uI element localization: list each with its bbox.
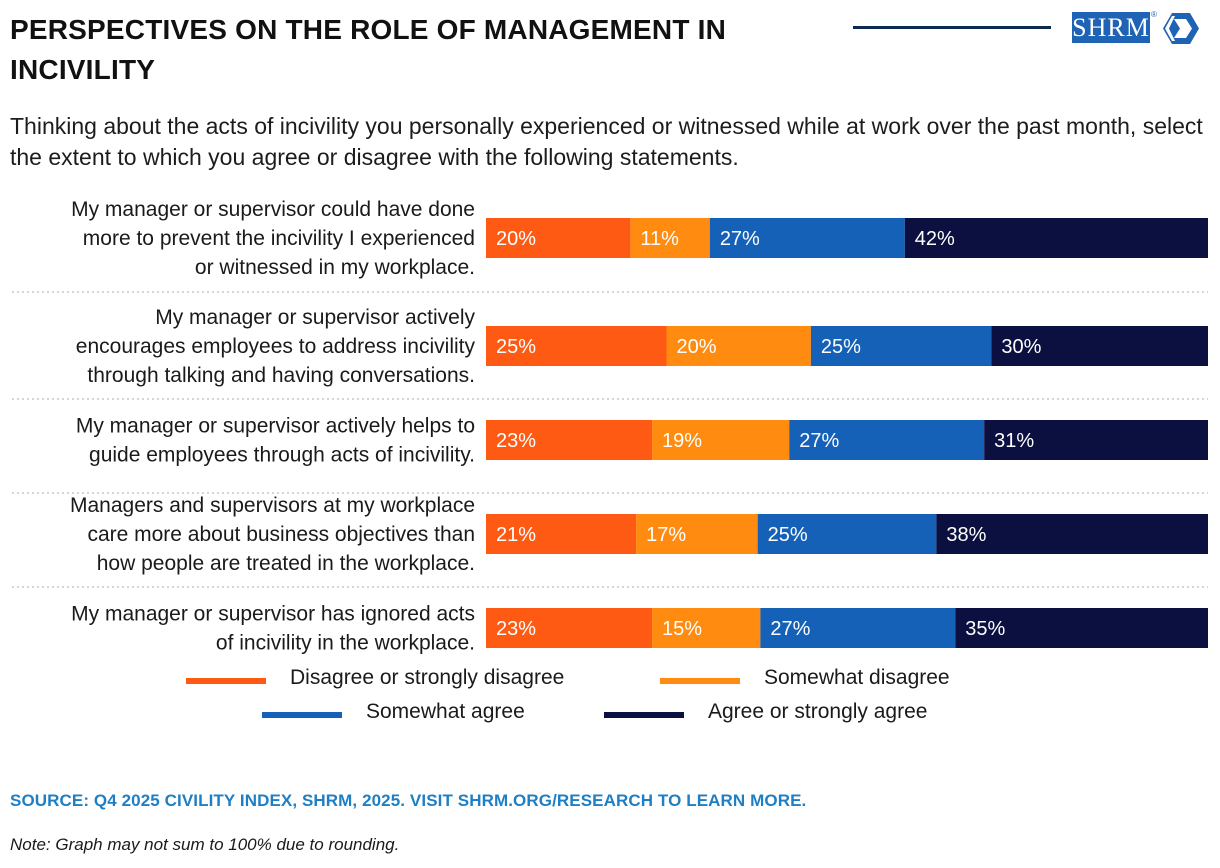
legend-swatch [186,678,266,684]
bar-segment [991,326,1208,366]
category-label: or witnessed in my workplace. [195,256,475,279]
category-label: encourages employees to address incivili… [76,335,476,358]
data-label: 11% [640,228,679,250]
source-note[interactable]: SOURCE: Q4 2025 CIVILITY INDEX, SHRM, 20… [10,791,807,810]
data-label: 27% [799,430,839,452]
bar-segment [486,326,667,366]
data-label: 27% [770,618,810,640]
bar-segment [709,218,905,258]
data-label: 25% [821,336,861,358]
bar-segment [636,514,758,554]
shrm-logo[interactable]: SHRM ® [1072,10,1202,45]
bar-segment [652,420,790,460]
category-label: through talking and having conversations… [87,364,475,387]
chart-subtitle: Thinking about the acts of incivility yo… [10,113,1203,170]
data-label: 21% [496,524,536,546]
data-label: 42% [915,228,955,250]
data-label: 23% [496,618,536,640]
data-label: 19% [662,430,702,452]
category-label: guide employees through acts of incivili… [89,444,475,467]
data-label: 15% [662,618,702,640]
logo-registered-mark: ® [1151,10,1157,19]
bar-segment [984,420,1208,460]
bar-segment [955,608,1208,648]
bar-segment [789,420,985,460]
bar-segment [666,326,811,366]
chart-title: PERSPECTIVES ON THE ROLE OF MANAGEMENT I… [10,14,727,85]
data-label: 30% [1001,336,1041,358]
legend-swatch [660,678,740,684]
bar-segment [486,514,637,554]
bar-segment [904,218,1208,258]
bar-segment [652,608,761,648]
bar-segment [486,608,653,648]
data-label: 35% [965,618,1005,640]
legend-swatch [604,712,684,718]
data-label: 38% [946,524,986,546]
bar-segment [760,608,956,648]
stacked-bar-chart: My manager or supervisor could have done… [12,198,1208,655]
category-label: My manager or supervisor actively helps … [76,415,475,438]
bar-segment [936,514,1208,554]
data-label: 25% [496,336,536,358]
legend-label: Somewhat disagree [764,666,950,689]
data-label: 25% [768,524,808,546]
bar-segment [486,218,631,258]
legend-label: Disagree or strongly disagree [290,666,565,689]
legend-swatch [262,712,342,718]
chart-legend: Disagree or strongly disagree Somewhat di… [0,666,1220,742]
bar-segment [486,420,653,460]
data-label: 23% [496,430,536,452]
data-label: 17% [646,524,686,546]
shrm-chevron-icon [1163,13,1199,44]
header-rule [853,26,1051,29]
legend-label: Agree or strongly agree [708,700,928,723]
logo-wordmark: SHRM [1072,12,1150,43]
category-label: Managers and supervisors at my workplace [70,494,475,517]
category-label: My manager or supervisor could have done [71,198,475,221]
data-label: 31% [994,430,1034,452]
category-label: My manager or supervisor has ignored act… [71,603,475,626]
data-label: 20% [496,228,536,250]
bar-segment [810,326,992,366]
data-label: 20% [677,336,717,358]
category-label: My manager or supervisor actively [155,306,475,329]
category-label: care more about business objectives than [87,523,475,546]
legend-label: Somewhat agree [366,700,525,723]
bar-segment [630,218,710,258]
bar-segment [757,514,937,554]
category-label: how people are treated in the workplace. [97,552,475,575]
rounding-note: Note: Graph may not sum to 100% due to r… [10,835,400,854]
category-label: of incivility in the workplace. [216,632,475,655]
data-label: 27% [720,228,760,250]
category-label: more to prevent the incivility I experie… [83,227,475,250]
